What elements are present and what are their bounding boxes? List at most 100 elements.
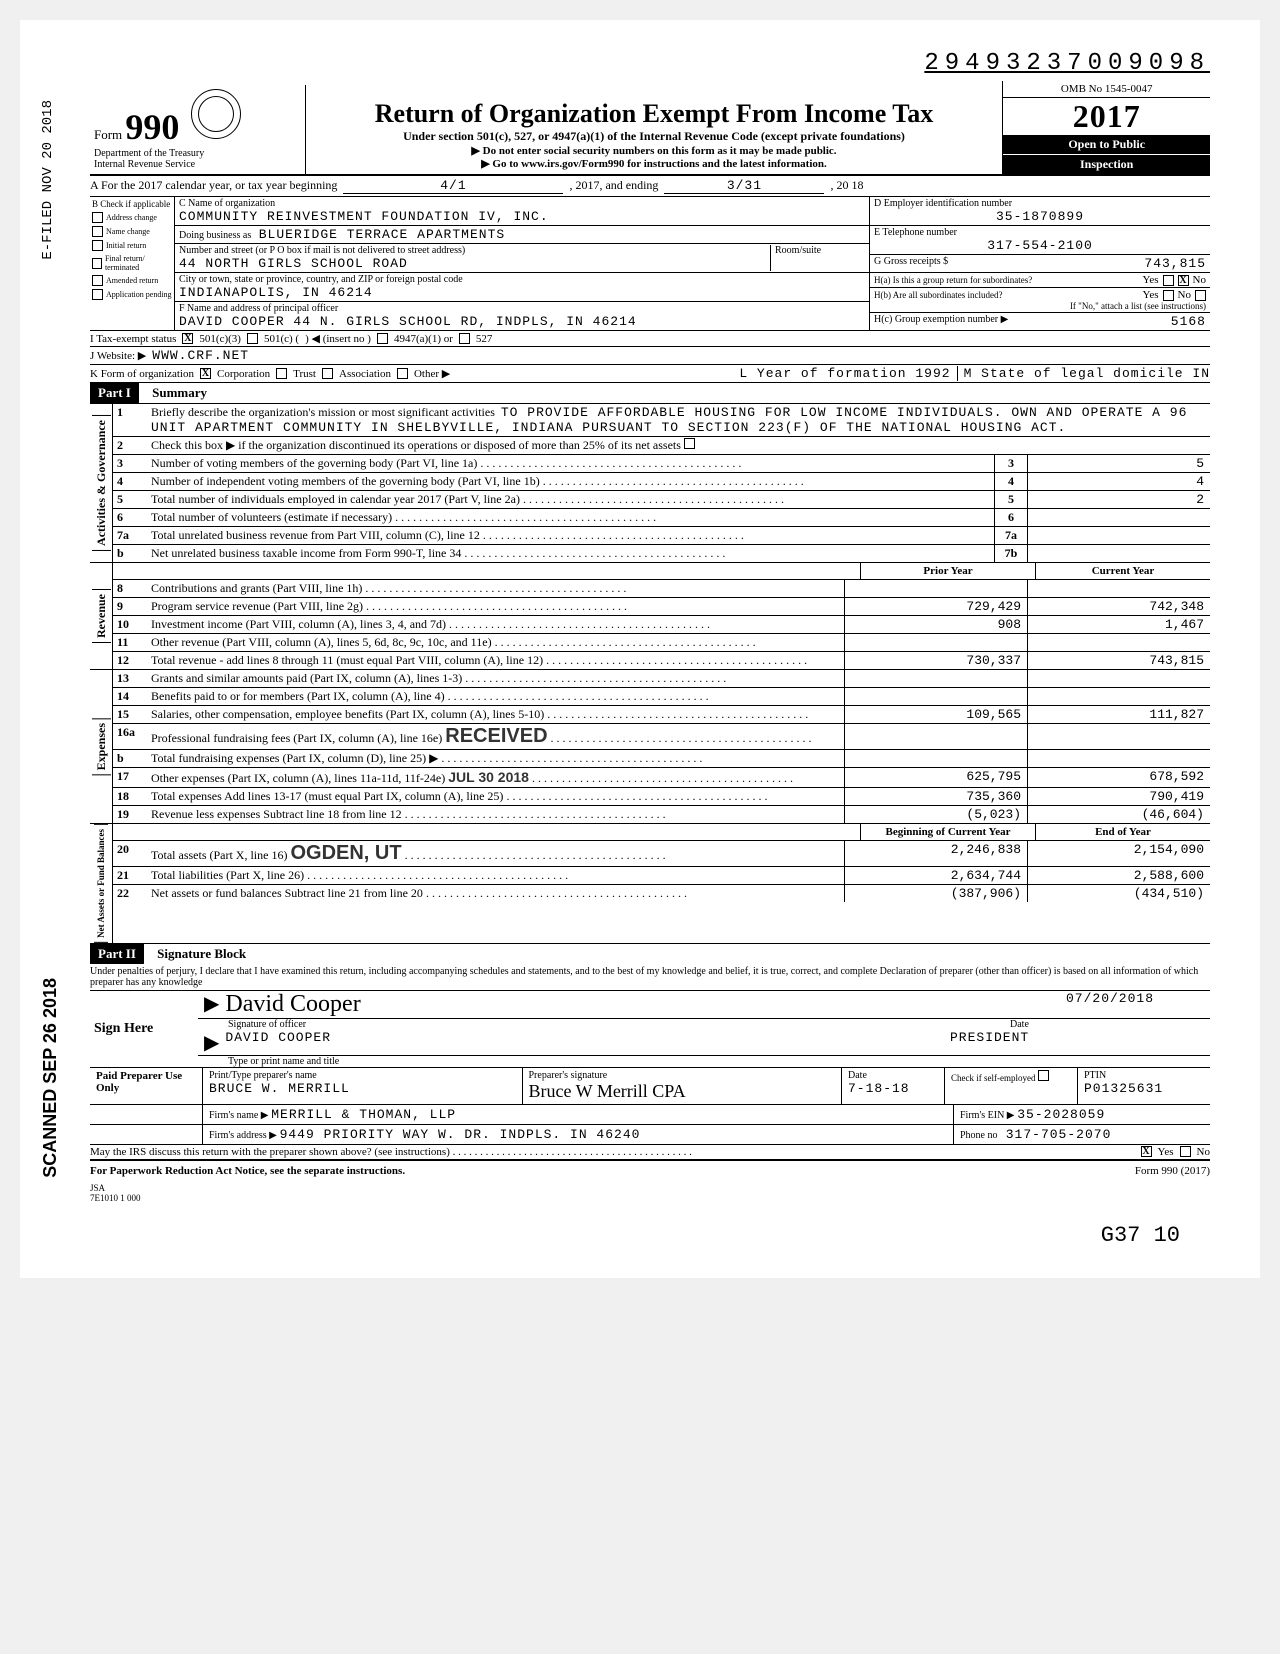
col-b-checkboxes: B Check if applicable Address change Nam… xyxy=(90,197,175,330)
form-footer: Form 990 (2017) xyxy=(1135,1165,1210,1177)
summary-row: b Net unrelated business taxable income … xyxy=(113,545,1210,562)
current-year-head: Current Year xyxy=(1035,563,1210,579)
chk-address[interactable] xyxy=(92,212,103,223)
discuss-yes[interactable]: X xyxy=(1141,1146,1152,1157)
chk-501c3[interactable]: X xyxy=(182,333,193,344)
form-title: Return of Organization Exempt From Incom… xyxy=(310,99,999,129)
ein-label: D Employer identification number xyxy=(874,198,1206,209)
chk-501c[interactable] xyxy=(247,333,258,344)
hc-label: H(c) Group exemption number ▶ xyxy=(874,314,1008,329)
chk-4947[interactable] xyxy=(377,333,388,344)
discuss-row: May the IRS discuss this return with the… xyxy=(90,1145,1210,1161)
summary-row: 20 Total assets (Part X, line 16) OGDEN,… xyxy=(113,841,1210,867)
phone-value: 317-554-2100 xyxy=(874,238,1206,253)
website-value: WWW.CRF.NET xyxy=(152,348,249,363)
hb-label: H(b) Are all subordinates included? xyxy=(874,290,1139,300)
room-label: Room/suite xyxy=(770,245,865,271)
self-emp-label: Check if self-employed xyxy=(951,1073,1035,1083)
row-j-website: J Website: ▶ WWW.CRF.NET xyxy=(90,347,1210,365)
firm-ein: 35-2028059 xyxy=(1017,1107,1105,1122)
chk-527[interactable] xyxy=(459,333,470,344)
chk-pending[interactable] xyxy=(92,289,103,300)
signature-block: Sign Here ▶ David Cooper 07/20/2018 Sign… xyxy=(90,990,1210,1068)
prep-col1: Print/Type preparer's name xyxy=(209,1070,516,1081)
row-a-label: A For the 2017 calendar year, or tax yea… xyxy=(90,178,337,193)
gross-label: G Gross receipts $ xyxy=(874,256,948,271)
preparer-name: BRUCE W. MERRILL xyxy=(209,1081,516,1096)
omb-number: OMB No 1545-0047 xyxy=(1003,81,1210,98)
discuss-no[interactable] xyxy=(1180,1146,1191,1157)
dba-label: Doing business as xyxy=(179,230,251,241)
summary-row: 15 Salaries, other compensation, employe… xyxy=(113,706,1210,724)
chk-self-employed[interactable] xyxy=(1038,1070,1049,1081)
ha-yes[interactable] xyxy=(1163,275,1174,286)
officer-label: F Name and address of principal officer xyxy=(179,303,865,314)
dept-treasury: Department of the Treasury xyxy=(94,148,301,159)
efile-stamp: E-FILED NOV 20 2018 xyxy=(40,100,56,260)
summary-row: 14 Benefits paid to or for members (Part… xyxy=(113,688,1210,706)
jsa-code: JSA 7E1010 1 000 xyxy=(90,1183,1210,1203)
part1-header: Part I Summary xyxy=(90,383,1210,403)
chk-trust[interactable] xyxy=(276,368,287,379)
chk-initial[interactable] xyxy=(92,240,103,251)
chk-corp[interactable]: X xyxy=(200,368,211,379)
expenses-section: Expenses 13 Grants and similar amounts p… xyxy=(90,670,1210,824)
paperwork-notice: For Paperwork Reduction Act Notice, see … xyxy=(90,1165,405,1177)
summary-row: 12 Total revenue - add lines 8 through 1… xyxy=(113,652,1210,669)
street-value: 44 NORTH GIRLS SCHOOL ROAD xyxy=(179,256,770,271)
ha-no[interactable]: X xyxy=(1178,275,1189,286)
type-print-label: Type or print name and title xyxy=(198,1056,1210,1067)
gross-value: 743,815 xyxy=(1144,256,1206,271)
tax-year: 2017 xyxy=(1003,98,1210,135)
hb-yes[interactable] xyxy=(1163,290,1174,301)
paid-preparer-block: Paid Preparer Use Only Print/Type prepar… xyxy=(90,1068,1210,1145)
irs-seal-icon xyxy=(191,89,241,139)
chk-name[interactable] xyxy=(92,226,103,237)
name-label: C Name of organization xyxy=(179,198,865,209)
city-label: City or town, state or province, country… xyxy=(179,274,865,285)
org-name: COMMUNITY REINVESTMENT FOUNDATION IV, IN… xyxy=(179,209,865,224)
mission-label: Briefly describe the organization's miss… xyxy=(151,405,495,419)
open-public-2: Inspection xyxy=(1003,154,1210,174)
chk-discontinued[interactable] xyxy=(684,438,695,449)
summary-row: 10 Investment income (Part VIII, column … xyxy=(113,616,1210,634)
state-domicile: M State of legal domicile IN xyxy=(957,366,1210,381)
officer-name: DAVID COOPER xyxy=(225,1030,950,1055)
form-header: Form 990 Department of the Treasury Inte… xyxy=(90,81,1210,176)
summary-row: 3 Number of voting members of the govern… xyxy=(113,455,1210,473)
line-2: Check this box ▶ if the organization dis… xyxy=(151,438,681,452)
dept-irs: Internal Revenue Service xyxy=(94,159,301,170)
perjury-statement: Under penalties of perjury, I declare th… xyxy=(90,964,1210,990)
row-a-mid: , 2017, and ending xyxy=(569,178,658,193)
strip-nab: Net Assets or Fund Balances xyxy=(94,824,108,943)
dln-number: 29493237009098 xyxy=(90,50,1210,77)
chk-amended[interactable] xyxy=(92,275,103,286)
chk-other[interactable] xyxy=(397,368,408,379)
revenue-section: Revenue Prior Year Current Year 8 Contri… xyxy=(90,563,1210,670)
phone-label: E Telephone number xyxy=(874,227,1206,238)
arrow-icon: ▶ xyxy=(198,991,225,1018)
handwritten-bottom: G37 10 xyxy=(90,1223,1210,1248)
arrow-icon-2: ▶ xyxy=(198,1030,225,1055)
summary-row: 18 Total expenses Add lines 13-17 (must … xyxy=(113,788,1210,806)
eoy-head: End of Year xyxy=(1035,824,1210,840)
chk-final[interactable] xyxy=(92,258,102,269)
summary-row: b Total fundraising expenses (Part IX, c… xyxy=(113,750,1210,768)
part2-header: Part II Signature Block xyxy=(90,944,1210,964)
summary-row: 6 Total number of volunteers (estimate i… xyxy=(113,509,1210,527)
hb-no[interactable] xyxy=(1195,290,1206,301)
scanned-stamp: SCANNED SEP 26 2018 xyxy=(40,978,61,1178)
year-formation: L Year of formation 1992 xyxy=(739,366,950,381)
chk-assoc[interactable] xyxy=(322,368,333,379)
summary-row: 5 Total number of individuals employed i… xyxy=(113,491,1210,509)
form-label: Form xyxy=(94,127,125,142)
block-bcd: B Check if applicable Address change Nam… xyxy=(90,197,1210,331)
summary-row: 13 Grants and similar amounts paid (Part… xyxy=(113,670,1210,688)
summary-row: 4 Number of independent voting members o… xyxy=(113,473,1210,491)
ein-value: 35-1870899 xyxy=(874,209,1206,224)
ptin-label: PTIN xyxy=(1084,1070,1204,1081)
row-i-exempt: I Tax-exempt status X501(c)(3) 501(c) ( … xyxy=(90,331,1210,347)
sign-here-label: Sign Here xyxy=(90,1017,198,1041)
col-b-header: B Check if applicable xyxy=(92,199,172,209)
strip-expenses: Expenses xyxy=(92,718,111,775)
